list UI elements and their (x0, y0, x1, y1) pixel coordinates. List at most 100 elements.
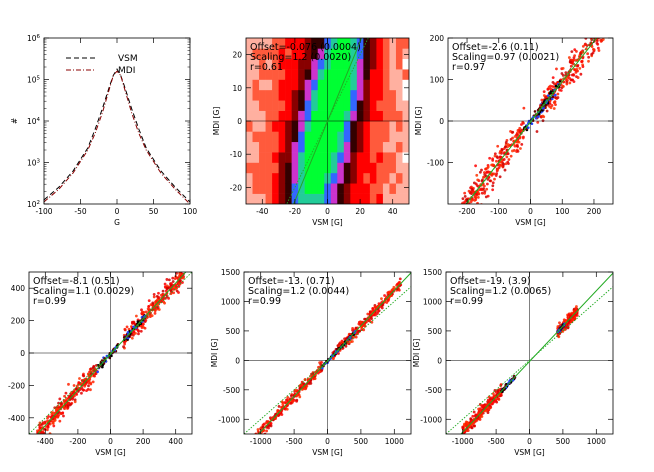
scatter-point (256, 428, 260, 431)
scatter-point (136, 328, 140, 332)
heatmap-cell (252, 58, 260, 70)
heatmap-cell (304, 172, 312, 184)
scatter-point (507, 158, 511, 161)
scatter-point (600, 23, 603, 26)
heatmap-cell (395, 183, 403, 194)
scatter-point (484, 195, 488, 199)
heatmap-cell (298, 58, 305, 70)
heatmap-cell (272, 48, 279, 60)
heatmap-cell (317, 121, 325, 132)
scatter-point (491, 188, 495, 192)
heatmap-cell (369, 162, 377, 174)
scatter-point (458, 218, 461, 221)
scatter-point (167, 278, 171, 282)
heatmap-cell (291, 100, 299, 111)
scatter-point (59, 412, 63, 415)
heatmap-cell (350, 58, 358, 70)
scatter-point (58, 419, 62, 423)
scatter-point (300, 380, 304, 384)
y-axis-label: # (10, 118, 19, 124)
scatter-point (51, 421, 55, 425)
heatmap-cell (246, 38, 253, 49)
scatter-point (598, 27, 601, 30)
heatmap-cell (259, 69, 266, 80)
heatmap-cell (389, 110, 397, 122)
scatter-core-point (548, 92, 552, 95)
heatmap-cell (356, 79, 364, 91)
scatter-point (137, 332, 140, 336)
scatter-point (459, 223, 462, 226)
scatter-point (134, 314, 138, 318)
heatmap-cell (298, 183, 305, 194)
scatter-point (581, 65, 585, 68)
scatter-point (75, 393, 79, 396)
heatmap-cell (369, 79, 377, 91)
heatmap-cell (395, 172, 403, 184)
scatter-point (599, 25, 602, 28)
scatter-point (171, 287, 175, 291)
identity-line (466, 38, 595, 204)
heatmap-cell (402, 121, 409, 132)
scatter-point (588, 25, 591, 28)
scatter-point (458, 216, 461, 219)
x-tick-label: 0 (528, 207, 533, 216)
scatter-point (554, 103, 557, 107)
heatmap-cell (382, 58, 390, 70)
heatmap-cell (272, 172, 279, 184)
scatter-point (497, 397, 501, 401)
scatter-point (587, 32, 590, 35)
scatter-point (509, 154, 513, 158)
y-tick-label: 1500 (423, 268, 442, 277)
heatmap-cell (402, 152, 409, 163)
heatmap-cell (317, 162, 325, 174)
scatter-point (457, 221, 460, 224)
x-tick-label: 100 (183, 207, 198, 216)
y-tick-label: 0 (437, 356, 442, 365)
scatter-point (297, 393, 300, 397)
heatmap-cell (278, 48, 286, 60)
scatter-point (74, 387, 78, 391)
heatmap-cell (304, 141, 312, 153)
scatter-point (575, 313, 579, 317)
heatmap-cell (402, 183, 409, 194)
scatter-point (171, 276, 175, 280)
heatmap-cell (369, 121, 377, 132)
heatmap-cell (272, 110, 279, 122)
heatmap-cell (389, 100, 397, 111)
heatmap-cell (337, 38, 345, 49)
heatmap-cell (304, 79, 312, 91)
heatmap-cell (285, 152, 292, 163)
heatmap-cell (265, 58, 273, 70)
scatter-point (289, 401, 293, 405)
scatter-point (587, 55, 591, 59)
heatmap-cell (285, 110, 292, 122)
scatter-point (150, 314, 154, 318)
scatter-point (602, 32, 605, 35)
scatter-point (560, 72, 564, 75)
heatmap-cell (246, 193, 253, 204)
heatmap-cell (311, 193, 319, 204)
scatter-point (478, 408, 482, 412)
scatter-points (461, 305, 579, 434)
scatter-point (568, 81, 572, 85)
heatmap-cell (330, 141, 338, 153)
scatter-point (589, 34, 592, 37)
heatmap-cell (265, 193, 273, 204)
heatmap-cell (356, 152, 364, 163)
heatmap-cell (317, 89, 325, 101)
scatter-point (581, 45, 585, 48)
scatter-point (499, 163, 503, 167)
scatter-point (598, 23, 601, 26)
scatter-point (503, 168, 507, 172)
scatter-point (72, 384, 76, 387)
scatter-point (515, 133, 518, 137)
heatmap-cell (278, 100, 286, 111)
scatter-point (463, 200, 467, 204)
heatmap-cell (382, 69, 390, 80)
heatmap-cell (291, 121, 299, 132)
heatmap-cell (265, 69, 273, 80)
heatmap-cell (246, 141, 253, 153)
heatmap-cell (252, 48, 260, 60)
heatmap-cell (382, 193, 390, 204)
scatter-point (320, 361, 323, 364)
